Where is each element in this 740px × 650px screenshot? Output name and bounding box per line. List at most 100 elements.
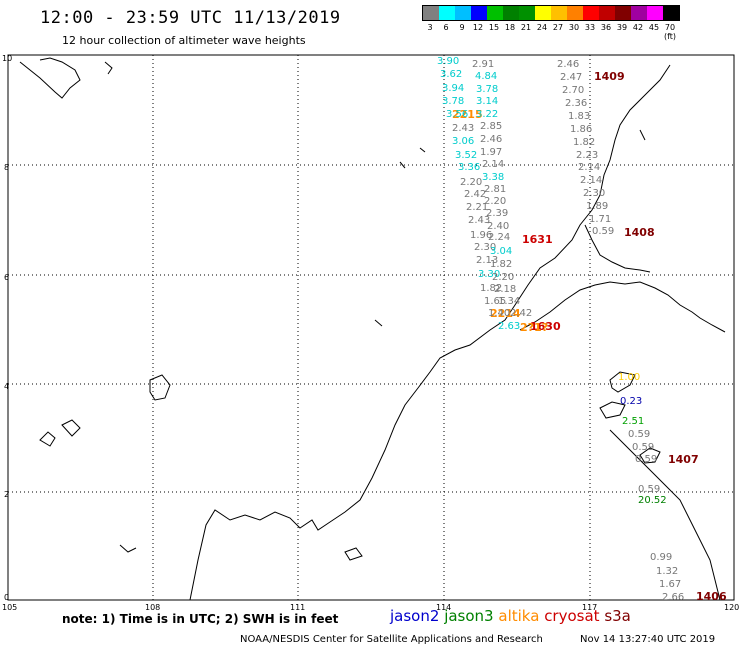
wave-height-value: 1.96 bbox=[470, 230, 492, 241]
wave-height-value: 1.89 bbox=[586, 201, 608, 212]
wave-height-value: 2.14 bbox=[578, 162, 600, 173]
legend-label: 36 bbox=[600, 23, 612, 32]
legend-label: 6 bbox=[443, 23, 449, 32]
wave-height-value: 2.85 bbox=[480, 121, 502, 132]
legend-swatch bbox=[455, 6, 471, 20]
wave-height-value: 3.22 bbox=[476, 109, 498, 120]
wave-height-value: 2.63 bbox=[498, 321, 520, 332]
wave-height-value: 1.00 bbox=[618, 372, 640, 383]
legend-label: 39 bbox=[616, 23, 628, 32]
y-label-4: 4 bbox=[4, 382, 9, 391]
legend-swatch bbox=[615, 6, 631, 20]
legend-swatch bbox=[519, 6, 535, 20]
satellite-cryosat: cryosat bbox=[544, 607, 600, 625]
legend-label: 9 bbox=[459, 23, 465, 32]
footer-note: note: 1) Time is in UTC; 2) SWH is in fe… bbox=[62, 612, 339, 626]
wave-height-value: 2.42 bbox=[464, 189, 486, 200]
legend-label: 12 bbox=[472, 23, 484, 32]
y-label-10: 10 bbox=[2, 54, 12, 63]
legend-label: 70 (ft) bbox=[663, 23, 677, 41]
wave-height-value: 2.66 bbox=[662, 592, 684, 603]
wave-height-value: 2.23 bbox=[576, 150, 598, 161]
legend-swatch bbox=[487, 6, 503, 20]
satellite-s3a: s3a bbox=[604, 607, 631, 625]
legend-label: 18 bbox=[504, 23, 516, 32]
wave-height-value: 2.46 bbox=[480, 134, 502, 145]
wave-height-value: 2.81 bbox=[484, 184, 506, 195]
wave-height-value: 1.34 bbox=[498, 296, 520, 307]
wave-height-value: 0.99 bbox=[650, 552, 672, 563]
x-label-105: 105 bbox=[2, 603, 17, 612]
wave-height-value: 3.04 bbox=[490, 246, 512, 257]
wave-height-value: 2.40 bbox=[487, 221, 509, 232]
wave-height-value: 2.24 bbox=[488, 232, 510, 243]
legend-label: 42 bbox=[632, 23, 644, 32]
wave-height-value: 2.14 bbox=[580, 175, 602, 186]
track-id-label: 1631 bbox=[522, 233, 553, 246]
wave-height-value: 2.47 bbox=[560, 72, 582, 83]
wave-height-value: 2.30 bbox=[583, 188, 605, 199]
wave-height-value: 3.78 bbox=[476, 84, 498, 95]
grid-lines bbox=[8, 55, 734, 600]
wave-height-value: 0.23 bbox=[620, 396, 642, 407]
wave-height-value: 2.91 bbox=[472, 59, 494, 70]
legend-swatch bbox=[583, 6, 599, 20]
wave-height-value: 3.56 bbox=[446, 109, 468, 120]
legend-swatch bbox=[551, 6, 567, 20]
wave-height-value: 2.43 bbox=[468, 215, 490, 226]
wave-height-value: 3.30 bbox=[478, 269, 500, 280]
wave-height-value: 0.59 bbox=[628, 429, 650, 440]
wave-height-value: 1.82 bbox=[573, 137, 595, 148]
wave-height-value: 1.67 bbox=[659, 579, 681, 590]
legend-swatches bbox=[422, 5, 680, 21]
satellite-jason2: jason2 bbox=[390, 607, 440, 625]
legend-label: 15 bbox=[488, 23, 500, 32]
legend-label: 30 bbox=[568, 23, 580, 32]
x-label-117: 117 bbox=[582, 603, 597, 612]
y-label-2: 2 bbox=[4, 490, 9, 499]
coastlines bbox=[19, 57, 726, 601]
y-label-6: 6 bbox=[4, 273, 9, 282]
legend-swatch bbox=[599, 6, 615, 20]
wave-height-values: 3.90 2.913.62 4.843.94 3.783.78 3.143.56 3.22… bbox=[437, 56, 684, 603]
wave-height-value: 2.18 bbox=[494, 284, 516, 295]
track-id-label: 2214 bbox=[490, 307, 521, 320]
track-id-label: 1407 bbox=[668, 453, 699, 466]
wave-height-value: 2.13 bbox=[476, 255, 498, 266]
wave-height-value: 3.06 bbox=[452, 136, 474, 147]
legend-swatch bbox=[567, 6, 583, 20]
wave-height-value: 3.94 bbox=[442, 83, 464, 94]
wave-height-value: 1.82 bbox=[490, 259, 512, 270]
wave-height-value: 0.59 bbox=[635, 454, 657, 465]
satellite-altika: altika bbox=[498, 607, 540, 625]
legend-swatch bbox=[439, 6, 455, 20]
wave-height-value: 2.20 bbox=[492, 272, 514, 283]
legend-labels: 3 6 9 12 15 18 21 24 27 30 33 36 39 42 45 70 (ft) bbox=[422, 23, 680, 41]
legend-swatch bbox=[647, 6, 663, 20]
legend-label: 33 bbox=[584, 23, 596, 32]
wave-height-value: 2.70 bbox=[562, 85, 584, 96]
timestamp-text: Nov 14 13:27:40 UTC 2019 bbox=[580, 634, 716, 645]
wave-height-value: 2.20 bbox=[484, 196, 506, 207]
wave-height-value: 3.90 bbox=[437, 56, 459, 67]
x-label-114: 114 bbox=[436, 603, 451, 612]
x-label-111: 111 bbox=[290, 603, 305, 612]
wave-height-value: 1.32 bbox=[656, 566, 678, 577]
legend-swatch bbox=[503, 6, 519, 20]
track-id-label: 1630 bbox=[530, 320, 561, 333]
wave-height-value: 2.20 bbox=[460, 177, 482, 188]
wave-height-value: 1.82 bbox=[480, 283, 502, 294]
legend-swatch bbox=[663, 6, 679, 20]
map-frame bbox=[7, 54, 735, 601]
wave-height-value: 3.62 bbox=[440, 69, 462, 80]
track-id-label: 1408 bbox=[624, 226, 655, 239]
y-label-8: 8 bbox=[4, 163, 9, 172]
wave-height-value: 3.78 bbox=[442, 96, 464, 107]
legend-swatch bbox=[471, 6, 487, 20]
wave-height-value: 1.83 bbox=[568, 111, 590, 122]
legend-swatch bbox=[423, 6, 439, 20]
track-id-label: 2?1? bbox=[520, 321, 548, 334]
legend-label: 21 bbox=[520, 23, 532, 32]
wave-height-value: 3.14 bbox=[476, 96, 498, 107]
track-id-label: 1406 bbox=[696, 590, 727, 603]
